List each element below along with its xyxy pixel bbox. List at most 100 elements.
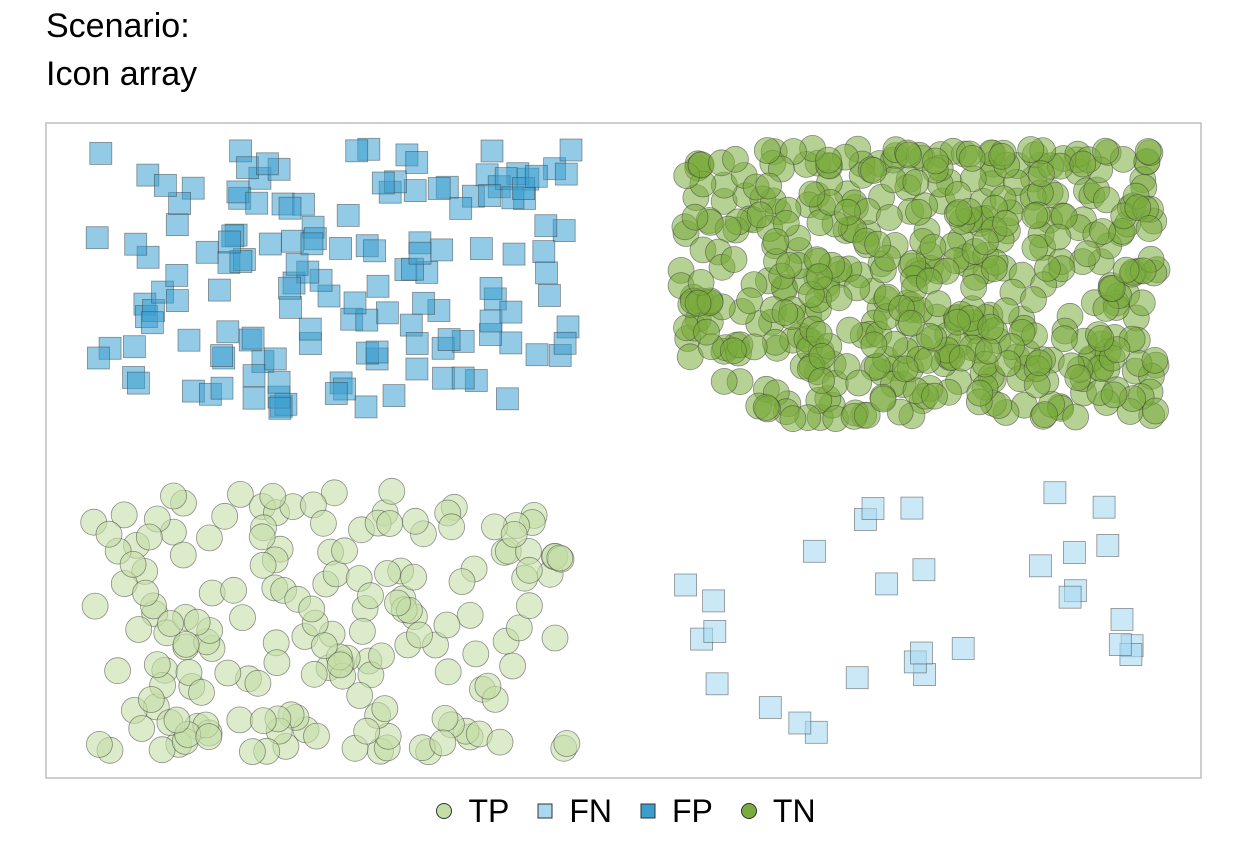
icon-fp [499, 300, 523, 324]
icon-fp [524, 164, 548, 188]
icon-fp [559, 138, 583, 162]
icon-tp [229, 604, 256, 631]
icon-fp [371, 171, 395, 195]
icon-fp [502, 242, 526, 266]
icon-fn [861, 497, 885, 520]
icon-tp [119, 551, 147, 578]
icon-fp [229, 250, 253, 273]
icon-tp [346, 682, 374, 709]
icon-tn [966, 379, 994, 407]
icon-tp [148, 736, 176, 764]
icon-tp [195, 723, 223, 750]
icon-tp [320, 479, 348, 507]
icon-tn [977, 313, 1005, 341]
icon-fp [449, 196, 473, 220]
icon-fp [412, 291, 435, 315]
icon-tn [1112, 256, 1140, 284]
icon-tp [183, 608, 211, 636]
icon-tp [516, 592, 543, 620]
icon-tp [104, 657, 131, 685]
icon-tn [779, 405, 807, 433]
icon-fp [343, 291, 367, 315]
icon-tp [406, 621, 433, 649]
icon-tp [434, 658, 462, 686]
icon-tn [1034, 254, 1061, 282]
icon-tp [95, 520, 123, 548]
icon-tp [244, 669, 272, 697]
icon-tp [303, 722, 330, 750]
icon-tp [143, 651, 171, 678]
icon-fn [910, 641, 933, 665]
icon-fn [1029, 554, 1052, 578]
icon-fp [263, 347, 287, 371]
icon-fp [85, 226, 109, 250]
legend-item-fn: FN [533, 793, 612, 830]
icon-fn [1110, 608, 1134, 631]
icon-tn [720, 246, 748, 273]
icon-tn [836, 316, 863, 344]
icon-tn [1134, 138, 1162, 165]
icon-fp [382, 384, 406, 408]
icon-tp [401, 507, 429, 535]
icon-fp [408, 241, 432, 265]
icon-tp [175, 659, 203, 686]
icon-tn [945, 199, 973, 227]
plot-panel-border [45, 122, 1202, 779]
icon-tp [309, 509, 337, 537]
icon-fp [165, 263, 189, 287]
icon-tp [300, 660, 328, 688]
icon-tp [353, 717, 381, 745]
icon-tn [895, 141, 922, 169]
icon-tp [132, 579, 160, 607]
icon-tp [195, 524, 223, 552]
icon-fp [403, 179, 427, 203]
chart-title: Scenario: Icon array [46, 2, 197, 98]
icon-fp [242, 386, 266, 410]
icon-fp [258, 232, 282, 256]
icon-tn [825, 284, 853, 312]
icon-fp [405, 357, 429, 381]
legend-item-tp: TP [432, 793, 509, 830]
icon-tn [1025, 349, 1053, 377]
icon-fp [210, 376, 234, 400]
icon-tp [448, 568, 476, 595]
icon-fp [278, 196, 302, 220]
icon-tp [226, 706, 254, 734]
icon-tp [160, 482, 187, 510]
icon-tn [994, 350, 1022, 377]
icon-fp [278, 276, 301, 300]
icon-fp [535, 261, 558, 285]
icon-fp [177, 328, 201, 352]
icon-tp [220, 576, 248, 604]
icon-tn [864, 230, 891, 258]
icon-fp [140, 311, 164, 335]
icon-tn [853, 401, 881, 429]
icon-tn [1124, 194, 1152, 222]
icon-tp [462, 640, 490, 668]
icon-tn [808, 367, 835, 395]
icon-tn [681, 203, 709, 231]
icon-fp [124, 232, 148, 256]
icon-tn [1051, 325, 1078, 353]
icon-tn [922, 147, 949, 175]
icon-tn [975, 337, 1002, 365]
icon-tp [263, 649, 291, 676]
icon-fn [1096, 534, 1120, 557]
icon-tp [433, 611, 461, 639]
icon-tp [553, 730, 581, 757]
icon-fp [279, 295, 302, 319]
icon-tn [1069, 150, 1097, 178]
icon-fp [236, 156, 259, 180]
icon-tp [110, 501, 138, 529]
icon-fp [267, 370, 291, 394]
icon-tn [798, 180, 826, 208]
icon-tp [376, 510, 404, 537]
icon-tn [898, 309, 925, 337]
legend: TP FN FP TN [0, 786, 1248, 836]
icon-tn [684, 289, 712, 317]
icon-tp [378, 477, 406, 505]
icon-tp [515, 556, 543, 584]
icon-tn [1100, 381, 1128, 409]
icon-fn [702, 589, 725, 613]
